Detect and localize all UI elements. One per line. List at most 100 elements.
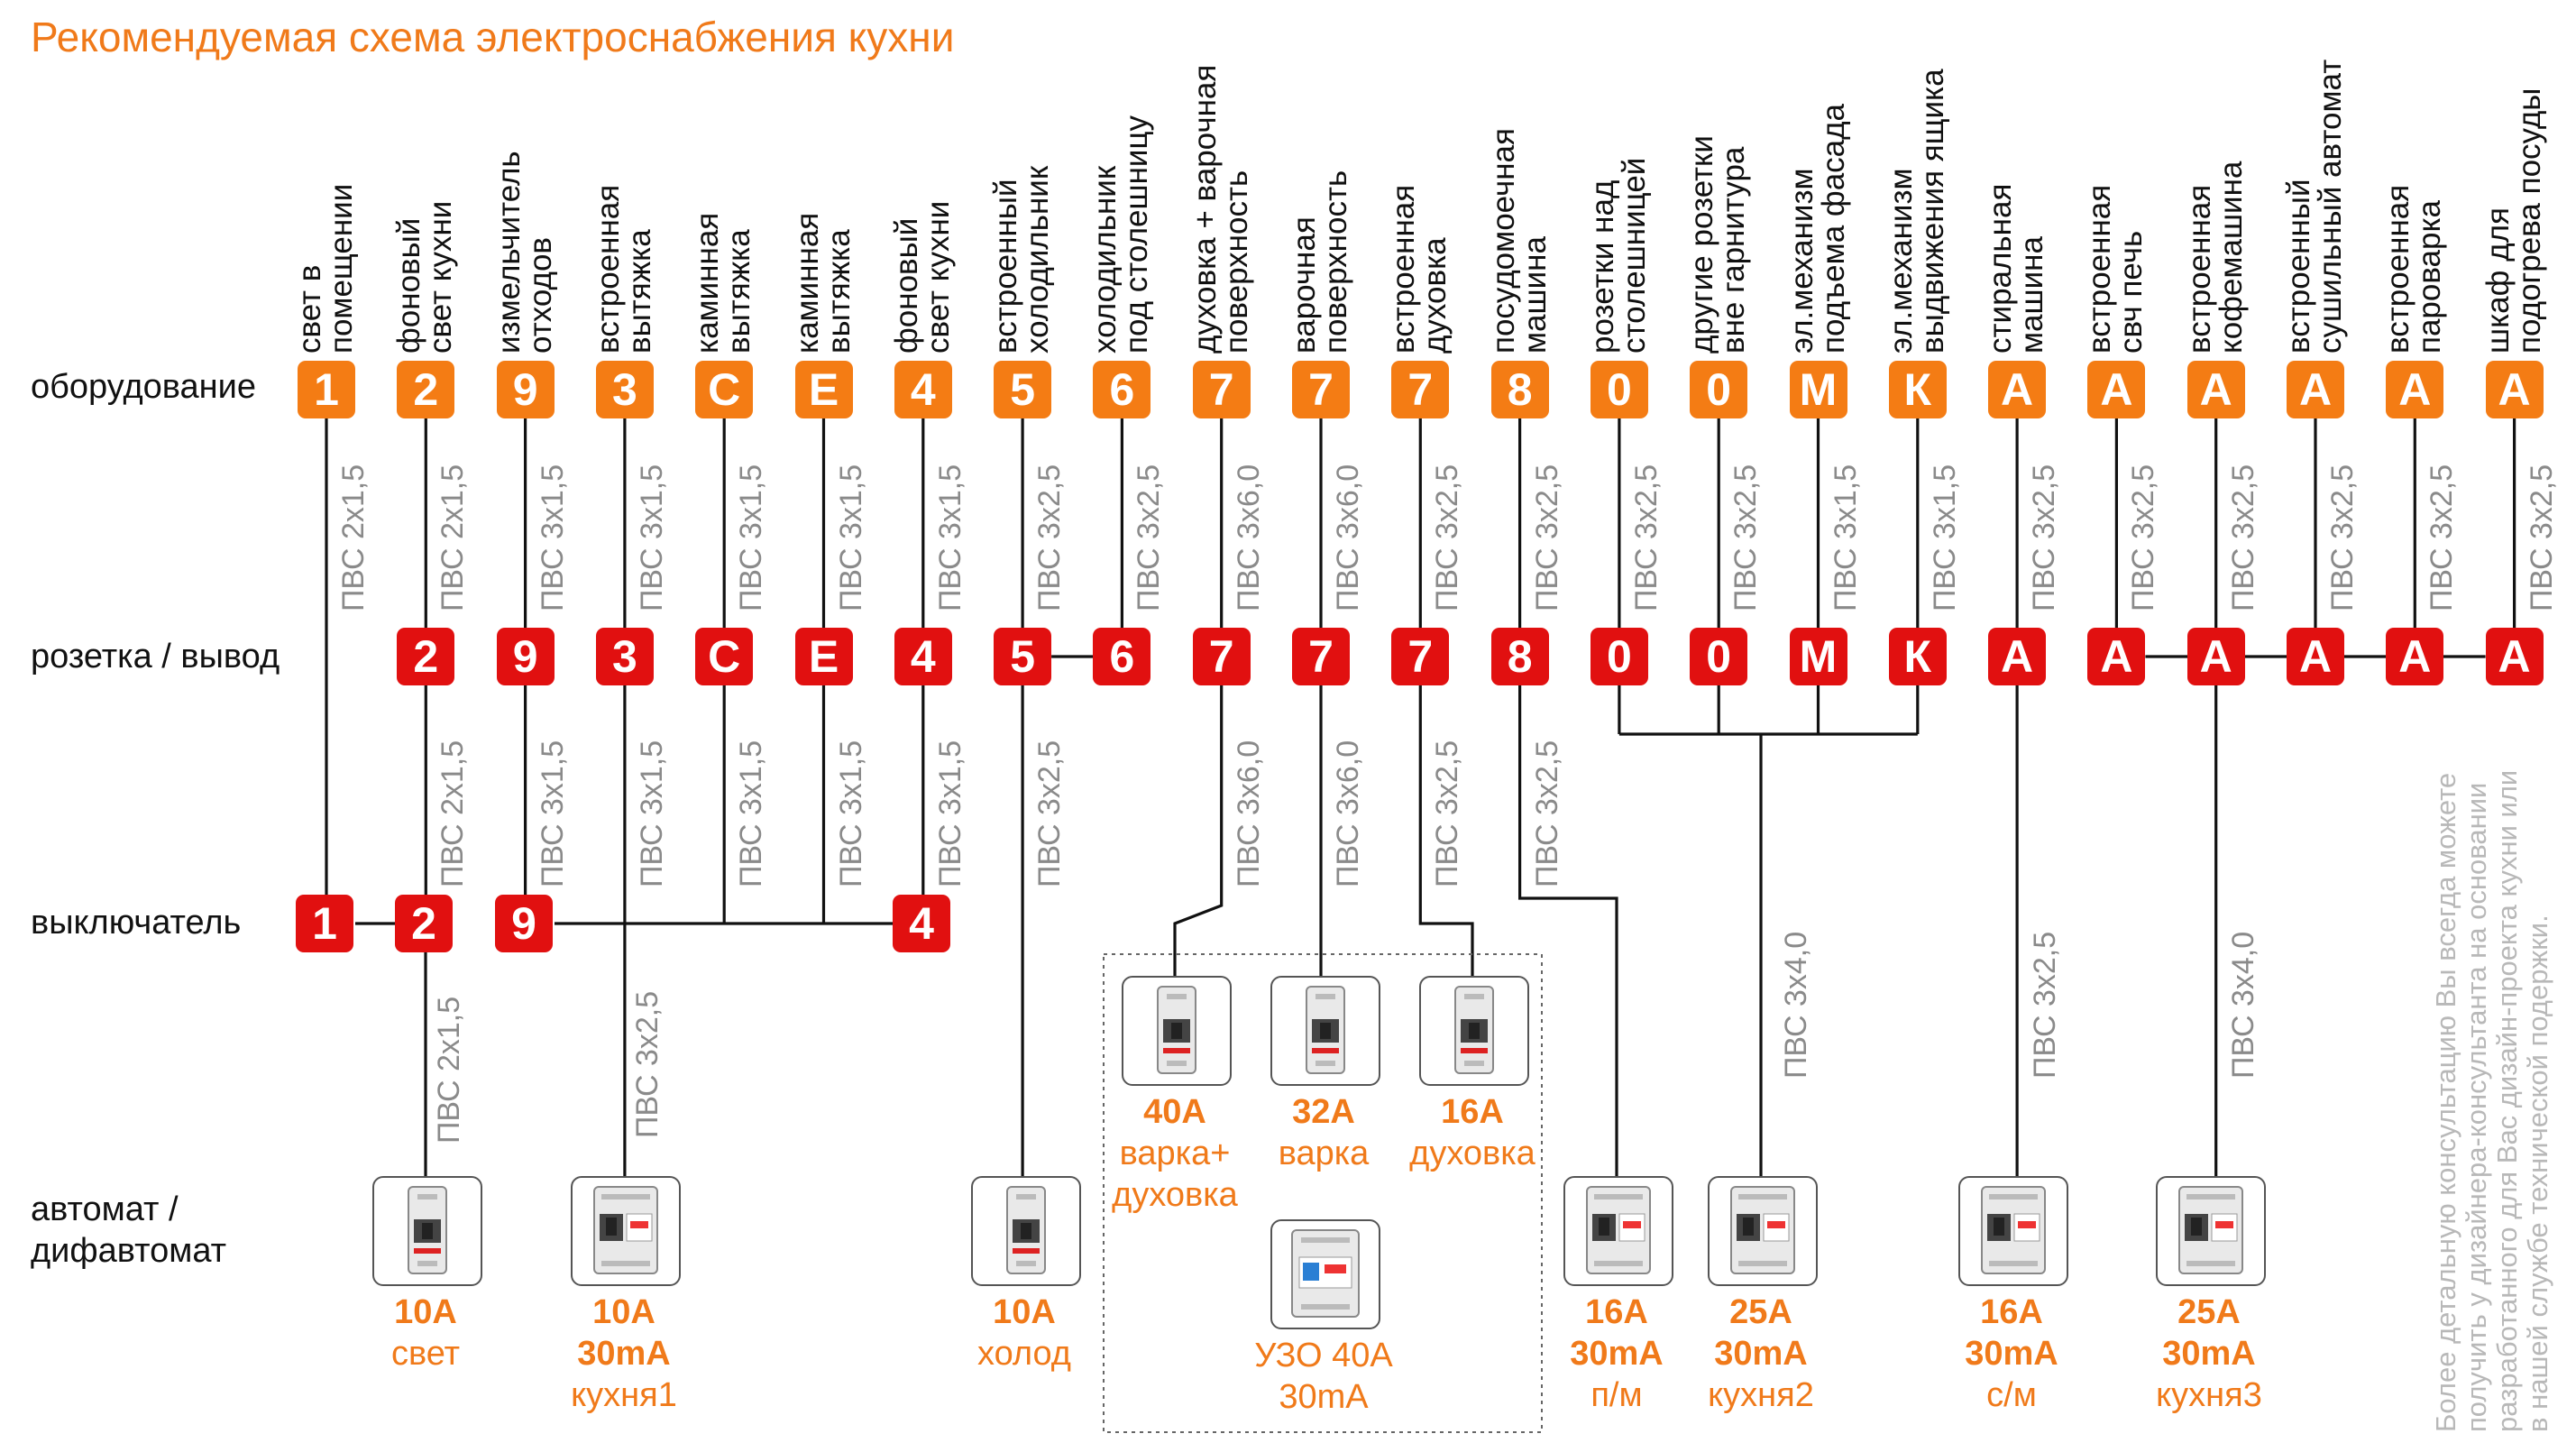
cable-label: ПВС 3х6,0 [1231,740,1266,887]
breaker-name: кухня3 [2156,1376,2262,1414]
breaker-rating: 10А [394,1293,457,1331]
outlet-code-box: А [2485,628,2544,685]
outlet-code-box: 7 [1192,628,1251,685]
equipment-label: встроенная [2380,184,2416,354]
equipment-label: стиральная [1983,183,2019,354]
equipment-code-box: 4 [894,361,952,418]
cable-label: ПВС 3х1,5 [1828,464,1863,611]
cable-label: ПВС 3х6,0 [1331,740,1365,887]
breaker-name: п/м [1591,1376,1643,1414]
breaker-rating: 16А [1980,1293,2043,1331]
equipment-label: фоновый [391,217,427,354]
equipment-code-box: 8 [1490,361,1549,418]
equipment-label: поверхность [1318,170,1353,354]
equipment-label: духовка + варочная [1187,64,1223,354]
rcbo-icon [1586,1186,1651,1274]
row-label-switch: выключатель [31,904,242,942]
cable-label: ПВС 3х2,5 [1430,464,1465,611]
consultation-note-line-1: Более детальную консультацию Вы всегда м… [2430,772,2461,1432]
equipment-label: вытяжка [621,229,657,354]
cable-label: ПВС 3х1,5 [634,464,669,611]
breaker-rating: 10А [592,1293,655,1331]
cable-label: ПВС 3х1,5 [932,740,967,887]
equipment-label: подогрева посуды [2511,87,2547,354]
equipment-code-box: 5 [994,361,1052,418]
rcbo-icon [1981,1186,2046,1274]
cable-label: ПВС 3х2,5 [1032,464,1068,611]
breaker-name: с/м [1986,1376,2037,1414]
cable-label: ПВС 3х2,5 [2225,464,2260,611]
equipment-label: встроенный [988,179,1024,354]
equipment-label: отходов [522,236,558,354]
breaker-32a-device [1270,976,1380,1086]
breaker-name: кухня2 [1708,1376,1814,1414]
breaker-caption: 16А 30mA с/м [1921,1291,2102,1416]
cable-label: ПВС 2х1,5 [432,996,466,1144]
cable-label: ПВС 3х6,0 [1231,464,1266,611]
switch-box: 1 [296,895,353,952]
breaker-caption: 10А свет [335,1291,516,1374]
breaker-caption: 25А 30mA кухня3 [2119,1291,2299,1416]
row-label-equipment: оборудование [31,368,257,406]
cable-label: ПВС 3х1,5 [833,740,868,887]
cable-label: ПВС 3х1,5 [634,740,669,887]
cable-label: ПВС 3х2,5 [630,990,665,1138]
breaker-name: холод [977,1335,1071,1373]
cable-label: ПВС 3х2,5 [1628,464,1664,611]
cable-label: ПВС 2х1,5 [336,464,371,611]
breaker-40a-device [1122,976,1232,1086]
equipment-code-box: 0 [1690,361,1748,418]
breaker-name: варка [1278,1135,1370,1172]
breaker-caption: 10А 30mA кухня1 [534,1291,714,1416]
outlet-code-box: Е [794,628,853,685]
cable-label: ПВС 3х2,5 [2028,931,2062,1079]
equipment-label: помещении [324,183,359,354]
equipment-label: свет кухни [920,200,956,354]
breaker-device [1563,1176,1673,1286]
breaker-device [971,1176,1081,1286]
equipment-label: свет в [292,264,327,354]
outlet-code-box: 3 [595,628,654,685]
cable-label: ПВС 3х2,5 [1728,464,1764,611]
breaker-device [372,1176,482,1286]
cable-label: ПВС 3х2,5 [1529,740,1564,887]
cable-label: ПВС 3х2,5 [2524,464,2559,611]
breaker-rating: 10А [993,1293,1056,1331]
breaker-name: варка+ [1119,1135,1231,1172]
equipment-label: эл.механизм [1783,168,1820,354]
equipment-label: духовка [1417,237,1453,354]
cable-label: ПВС 3х1,5 [734,464,769,611]
rcd-icon [1291,1229,1360,1318]
circuit-breaker-icon [1454,986,1494,1074]
outlet-code-box: 2 [397,628,455,685]
equipment-label: кофемашина [2213,161,2249,354]
equipment-label: столешницей [1616,157,1652,354]
equipment-code-box: 9 [496,361,555,418]
equipment-code-box: Е [794,361,853,418]
switch-box: 9 [495,895,553,952]
outlet-code-box: 6 [1093,628,1151,685]
equipment-label: эл.механизм [1883,168,1919,354]
uzo-ma: 30mA [1279,1378,1369,1416]
row-label-breaker-1: автомат / [31,1190,179,1228]
rcbo-icon [2178,1186,2243,1274]
outlet-code-box: 4 [894,628,952,685]
breaker-rating: 16А [1585,1293,1648,1331]
breaker-ma: 30mA [1965,1335,2058,1373]
uzo-caption: УЗО 40А 30mA [1206,1335,1441,1418]
equipment-label: измельчитель [490,151,527,354]
outlet-code-box: С [695,628,754,685]
equipment-label: свч печь [2113,230,2150,354]
breaker-caption: 16А 30mA п/м [1526,1291,1707,1416]
circuit-breaker-icon [1306,986,1345,1074]
outlet-code-box: 0 [1690,628,1748,685]
circuit-breaker-icon [1006,1186,1046,1274]
cable-label: ПВС 3х2,5 [2027,464,2062,611]
cable-label: ПВС 3х1,5 [932,464,967,611]
equipment-label: каминная [789,212,825,354]
breaker-name: кухня1 [571,1376,677,1414]
cable-label: ПВС 3х6,0 [1331,464,1365,611]
oven-breaker-caption-3: 16А духовка [1400,1091,1545,1174]
equipment-label: варочная [1287,216,1322,354]
